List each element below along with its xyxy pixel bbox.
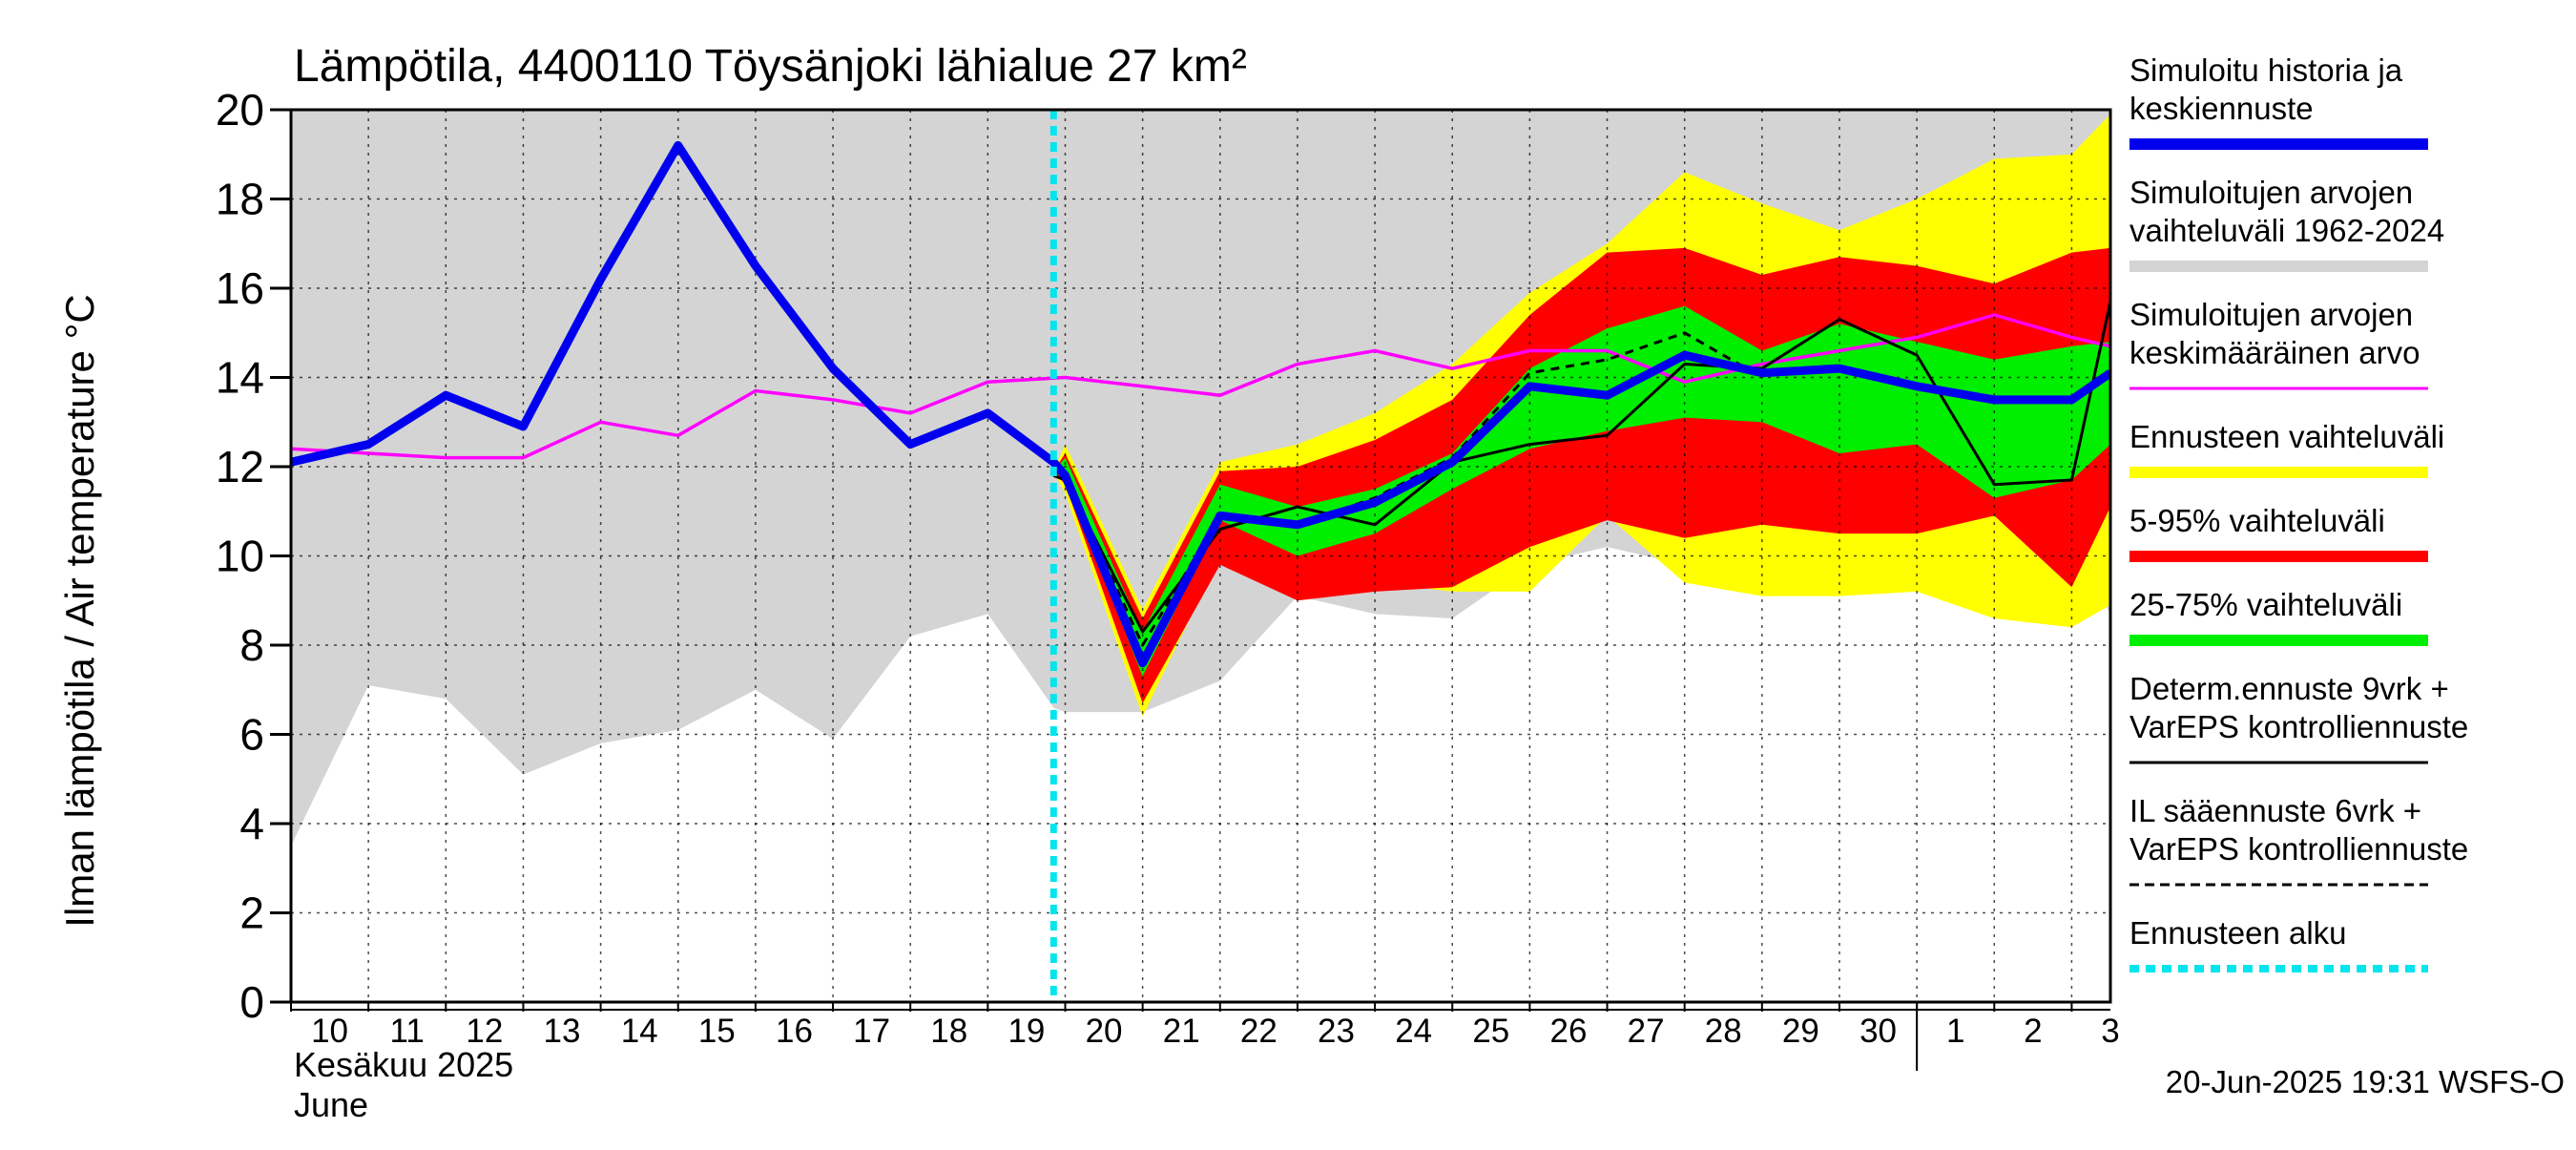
x-tick-label: 2 [2024, 1013, 2042, 1050]
y-tick-label: 0 [239, 977, 264, 1027]
legend-label: keskiennuste [2129, 91, 2314, 126]
x-tick-label: 17 [853, 1013, 890, 1050]
x-tick-label: 20 [1086, 1013, 1123, 1050]
legend-label: keskimääräinen arvo [2129, 335, 2420, 370]
x-tick-label: 18 [930, 1013, 967, 1050]
legend: Simuloitu historia jakeskiennusteSimuloi… [2129, 52, 2468, 972]
y-tick-label: 12 [216, 442, 264, 491]
legend-item: 5-95% vaihteluväli [2129, 503, 2428, 562]
x-tick-label: 13 [544, 1013, 581, 1050]
chart-title: Lämpötila, 4400110 Töysänjoki lähialue 2… [294, 41, 1247, 92]
x-tick-label: 19 [1008, 1013, 1045, 1050]
x-tick-label: 23 [1318, 1013, 1355, 1050]
legend-label: Ennusteen vaihteluväli [2129, 419, 2444, 454]
legend-label: VarEPS kontrolliennuste [2129, 831, 2468, 867]
y-tick-label: 20 [216, 85, 264, 135]
x-tick-label: 1 [1946, 1013, 1964, 1050]
legend-label: vaihteluväli 1962-2024 [2129, 213, 2444, 248]
x-tick-label: 12 [466, 1013, 503, 1050]
y-tick-label: 8 [239, 620, 264, 670]
month-label-en: June [294, 1085, 368, 1124]
x-tick-label: 30 [1859, 1013, 1897, 1050]
y-tick-label: 6 [239, 710, 264, 760]
y-tick-label: 10 [216, 532, 264, 581]
legend-label: Simuloitu historia ja [2129, 52, 2403, 88]
x-tick-label: 27 [1628, 1013, 1665, 1050]
y-tick-label: 16 [216, 263, 264, 313]
longterm-mean-line [291, 313, 2110, 460]
timestamp: 20-Jun-2025 19:31 WSFS-O [2166, 1064, 2565, 1099]
legend-label: 25-75% vaihteluväli [2129, 587, 2402, 622]
y-tick-label: 14 [216, 353, 264, 403]
x-tick-label: 26 [1549, 1013, 1587, 1050]
x-tick-label: 10 [311, 1013, 348, 1050]
x-tick-label: 11 [390, 1013, 425, 1050]
legend-label: Ennusteen alku [2129, 915, 2347, 951]
x-tick-label: 22 [1240, 1013, 1278, 1050]
y-tick-label: 4 [239, 799, 264, 848]
legend-label: 5-95% vaihteluväli [2129, 503, 2385, 538]
range-25-75-band [1053, 305, 2110, 677]
y-tick-label: 18 [216, 175, 264, 224]
plot-content [291, 110, 2110, 1002]
legend-label: VarEPS kontrolliennuste [2129, 709, 2468, 744]
x-tick-label: 28 [1705, 1013, 1742, 1050]
y-axis-label: Ilman lämpötila / Air temperature °C [57, 294, 102, 927]
x-tick-label: 21 [1163, 1013, 1200, 1050]
legend-item: IL sääennuste 6vrk + VarEPS kontrollienn… [2129, 793, 2468, 887]
legend-item: Determ.ennuste 9vrk +VarEPS kontrollienn… [2129, 671, 2468, 764]
legend-item: Ennusteen alku [2129, 915, 2428, 972]
legend-label: Simuloitujen arvojen [2129, 175, 2413, 210]
legend-item: Ennusteen vaihteluväli [2129, 419, 2444, 478]
legend-label: Simuloitujen arvojen [2129, 297, 2413, 332]
x-tick-label: 16 [776, 1013, 813, 1050]
legend-label: IL sääennuste 6vrk + [2129, 793, 2421, 828]
x-tick-label: 14 [621, 1013, 658, 1050]
x-tick-label: 15 [698, 1013, 736, 1050]
plot-area [291, 110, 2110, 1002]
x-tick-label: 29 [1782, 1013, 1819, 1050]
legend-label: Determ.ennuste 9vrk + [2129, 671, 2449, 706]
y-tick-label: 2 [239, 889, 264, 938]
x-tick-label: 24 [1395, 1013, 1432, 1050]
x-tick-label: 25 [1472, 1013, 1509, 1050]
month-label-fi: Kesäkuu 2025 [294, 1045, 513, 1084]
legend-item: 25-75% vaihteluväli [2129, 587, 2428, 646]
simulated-history-mean-line [291, 140, 2110, 668]
x-tick-label: 3 [2101, 1013, 2119, 1050]
